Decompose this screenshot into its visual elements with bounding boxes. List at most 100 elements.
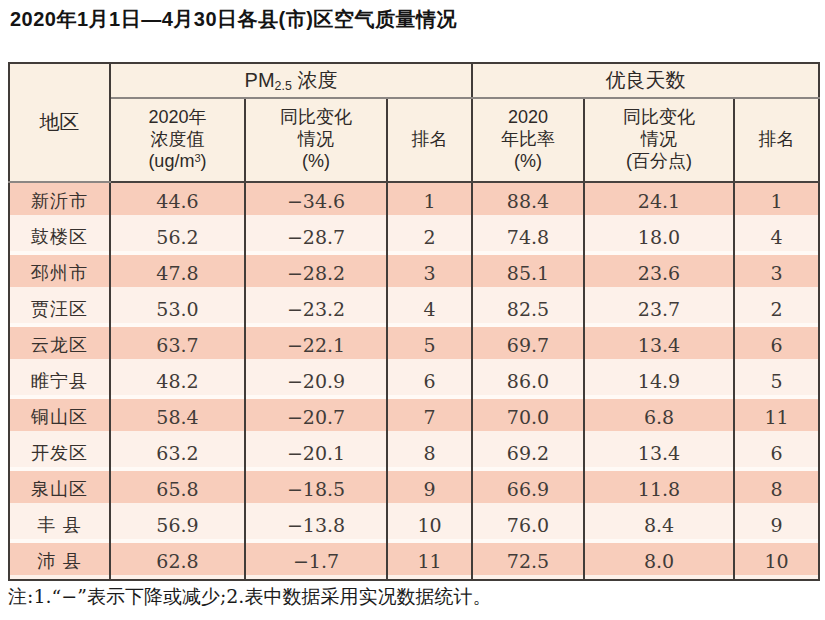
table-header: 地区 PM2.5 浓度 优良天数 2020年 浓度值(ug/m3) 同比变化 情… (9, 63, 819, 182)
value-cell: 23.7 (584, 291, 734, 327)
table-row: 云龙区63.7−22.1569.713.46 (9, 327, 819, 363)
column-header-region: 地区 (9, 63, 110, 182)
concentration-unit-close: ) (201, 151, 207, 171)
table-body: 新沂市44.6−34.6188.424.11鼓楼区56.2−28.7274.81… (9, 182, 819, 580)
value-cell: 2 (734, 291, 819, 327)
pm25-label-suffix: 浓度 (292, 69, 338, 91)
value-cell: 5 (387, 327, 472, 363)
value-cell: −28.2 (245, 255, 387, 291)
pm25-label-prefix: PM (245, 69, 275, 91)
page-title: 2020年1月1日—4月30日各县(市)区空气质量情况 (10, 6, 457, 33)
value-cell: 13.4 (584, 327, 734, 363)
value-cell: −18.5 (245, 471, 387, 507)
table-row: 睢宁县48.2−20.9686.014.95 (9, 363, 819, 399)
value-cell: 5 (734, 363, 819, 399)
value-cell: 72.5 (472, 543, 584, 580)
value-cell: 6 (734, 327, 819, 363)
value-cell: −34.6 (245, 182, 387, 219)
value-cell: 53.0 (110, 291, 245, 327)
value-cell: 10 (387, 507, 472, 543)
value-cell: 11.8 (584, 471, 734, 507)
value-cell: 13.4 (584, 435, 734, 471)
region-cell: 贾汪区 (9, 291, 110, 327)
table-row: 沛 县62.8−1.71172.58.010 (9, 543, 819, 580)
value-cell: 3 (387, 255, 472, 291)
table-row: 开发区63.2−20.1869.213.46 (9, 435, 819, 471)
value-cell: 6.8 (584, 399, 734, 435)
column-header-pm25-change: 同比变化 情况 (%) (245, 98, 387, 182)
value-cell: 69.2 (472, 435, 584, 471)
region-cell: 沛 县 (9, 543, 110, 580)
value-cell: 8 (387, 435, 472, 471)
value-cell: 56.9 (110, 507, 245, 543)
value-cell: −20.7 (245, 399, 387, 435)
column-header-concentration: 2020年 浓度值(ug/m3) (110, 98, 245, 182)
value-cell: 88.4 (472, 182, 584, 219)
region-cell: 新沂市 (9, 182, 110, 219)
value-cell: 18.0 (584, 219, 734, 255)
value-cell: 82.5 (472, 291, 584, 327)
region-cell: 邳州市 (9, 255, 110, 291)
value-cell: 56.2 (110, 219, 245, 255)
region-cell: 开发区 (9, 435, 110, 471)
value-cell: 4 (387, 291, 472, 327)
table-row: 新沂市44.6−34.6188.424.11 (9, 182, 819, 219)
group-header-good-days: 优良天数 (472, 63, 819, 98)
region-cell: 泉山区 (9, 471, 110, 507)
value-cell: −20.9 (245, 363, 387, 399)
table-row: 丰 县56.9−13.81076.08.49 (9, 507, 819, 543)
table-row: 鼓楼区56.2−28.7274.818.04 (9, 219, 819, 255)
value-cell: 7 (387, 399, 472, 435)
pm25-label-subscript: 2.5 (275, 79, 292, 93)
value-cell: 4 (734, 219, 819, 255)
table-footnote: 注:1.“−”表示下降或减少;2.表中数据采用实况数据统计。 (8, 584, 491, 610)
table-row: 贾汪区53.0−23.2482.523.72 (9, 291, 819, 327)
column-header-good-change: 同比变化 情况 (百分点) (584, 98, 734, 182)
value-cell: 1 (734, 182, 819, 219)
region-cell: 鼓楼区 (9, 219, 110, 255)
region-cell: 云龙区 (9, 327, 110, 363)
value-cell: 2 (387, 219, 472, 255)
value-cell: 74.8 (472, 219, 584, 255)
value-cell: 14.9 (584, 363, 734, 399)
region-cell: 睢宁县 (9, 363, 110, 399)
value-cell: 10 (734, 543, 819, 580)
value-cell: 47.8 (110, 255, 245, 291)
column-header-good-ratio: 2020 年比率 (%) (472, 98, 584, 182)
value-cell: 23.6 (584, 255, 734, 291)
air-quality-table: 地区 PM2.5 浓度 优良天数 2020年 浓度值(ug/m3) 同比变化 情… (8, 62, 820, 581)
group-header-pm25: PM2.5 浓度 (110, 63, 472, 98)
value-cell: 85.1 (472, 255, 584, 291)
value-cell: 62.8 (110, 543, 245, 580)
value-cell: 8.4 (584, 507, 734, 543)
value-cell: 65.8 (110, 471, 245, 507)
region-cell: 丰 县 (9, 507, 110, 543)
value-cell: 8 (734, 471, 819, 507)
value-cell: 11 (387, 543, 472, 580)
value-cell: 63.2 (110, 435, 245, 471)
value-cell: 1 (387, 182, 472, 219)
value-cell: 11 (734, 399, 819, 435)
value-cell: −1.7 (245, 543, 387, 580)
column-header-pm25-rank: 排名 (387, 98, 472, 182)
value-cell: 6 (734, 435, 819, 471)
table-row: 铜山区58.4−20.7770.06.811 (9, 399, 819, 435)
value-cell: −13.8 (245, 507, 387, 543)
value-cell: 48.2 (110, 363, 245, 399)
value-cell: 9 (734, 507, 819, 543)
value-cell: 8.0 (584, 543, 734, 580)
value-cell: −23.2 (245, 291, 387, 327)
value-cell: −22.1 (245, 327, 387, 363)
value-cell: 63.7 (110, 327, 245, 363)
concentration-label: 2020年 浓度值 (148, 107, 206, 149)
value-cell: 58.4 (110, 399, 245, 435)
value-cell: 6 (387, 363, 472, 399)
region-cell: 铜山区 (9, 399, 110, 435)
column-header-good-rank: 排名 (734, 98, 819, 182)
table-row: 泉山区65.8−18.5966.911.88 (9, 471, 819, 507)
page: 2020年1月1日—4月30日各县(市)区空气质量情况 地区 PM2.5 浓度 … (0, 0, 825, 620)
table-row: 邳州市47.8−28.2385.123.63 (9, 255, 819, 291)
value-cell: 3 (734, 255, 819, 291)
value-cell: 24.1 (584, 182, 734, 219)
value-cell: 44.6 (110, 182, 245, 219)
